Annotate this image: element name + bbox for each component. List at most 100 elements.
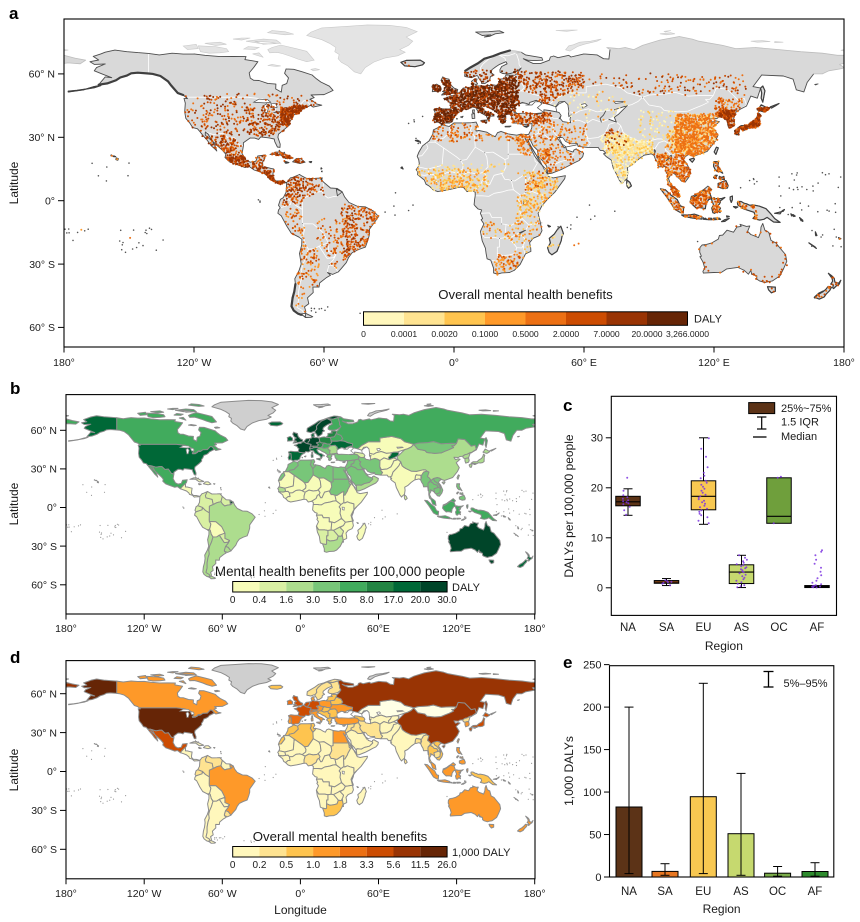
svg-text:AS: AS [733, 886, 749, 898]
svg-text:30.0: 30.0 [437, 595, 457, 606]
svg-text:0°: 0° [295, 623, 305, 635]
svg-text:0.0020: 0.0020 [431, 329, 458, 339]
svg-text:NA: NA [620, 622, 636, 634]
svg-text:SA: SA [657, 886, 673, 898]
svg-text:30° S: 30° S [29, 259, 55, 271]
svg-text:1.5 IQR: 1.5 IQR [781, 417, 819, 429]
svg-text:0.2: 0.2 [253, 860, 267, 871]
svg-text:Longitude: Longitude [274, 903, 327, 917]
svg-text:17.0: 17.0 [384, 595, 404, 606]
svg-text:180°: 180° [524, 623, 546, 635]
svg-text:30° N: 30° N [29, 132, 55, 144]
svg-text:Latitude: Latitude [7, 161, 21, 204]
svg-text:0.1000: 0.1000 [472, 329, 499, 339]
svg-text:DALYs per 100,000 people: DALYs per 100,000 people [562, 434, 576, 578]
svg-text:150: 150 [583, 744, 601, 756]
svg-text:Overall mental health benefits: Overall mental health benefits [253, 829, 428, 844]
svg-text:180°: 180° [55, 888, 77, 900]
svg-text:OC: OC [770, 622, 787, 634]
svg-text:120° E: 120° E [698, 357, 730, 369]
svg-text:120° W: 120° W [127, 623, 162, 635]
svg-text:180°: 180° [524, 888, 546, 900]
svg-text:1.6: 1.6 [279, 595, 293, 606]
svg-text:a: a [9, 4, 19, 23]
svg-text:AS: AS [734, 622, 750, 634]
svg-text:EU: EU [695, 886, 711, 898]
svg-text:250: 250 [583, 659, 601, 671]
svg-text:3,266.0000: 3,266.0000 [666, 329, 709, 339]
svg-text:0°: 0° [449, 357, 459, 369]
svg-text:0°: 0° [295, 888, 305, 900]
svg-text:20.0000: 20.0000 [631, 329, 662, 339]
svg-text:8.0: 8.0 [360, 595, 374, 606]
svg-text:20: 20 [591, 483, 603, 495]
svg-text:Latitude: Latitude [7, 482, 21, 525]
svg-text:120°E: 120°E [442, 623, 471, 635]
svg-text:10: 10 [591, 533, 603, 545]
svg-text:60° W: 60° W [208, 888, 237, 900]
svg-text:30° N: 30° N [31, 464, 57, 476]
svg-text:20.0: 20.0 [411, 595, 431, 606]
svg-text:1,000 DALYs: 1,000 DALYs [562, 736, 576, 806]
svg-text:60° E: 60° E [571, 357, 597, 369]
svg-text:100: 100 [583, 787, 601, 799]
svg-text:DALY: DALY [694, 314, 723, 326]
svg-text:50: 50 [589, 829, 601, 841]
svg-text:EU: EU [696, 622, 712, 634]
svg-text:0: 0 [361, 329, 366, 339]
svg-text:60° N: 60° N [31, 425, 57, 437]
svg-text:30° S: 30° S [31, 805, 57, 817]
svg-text:Mental health benefits per 100: Mental health benefits per 100,000 peopl… [215, 564, 465, 579]
svg-text:3.3: 3.3 [360, 860, 374, 871]
svg-text:30° S: 30° S [31, 541, 57, 553]
svg-text:26.0: 26.0 [437, 860, 457, 871]
svg-text:25%~75%: 25%~75% [781, 403, 832, 415]
svg-text:0.5000: 0.5000 [512, 329, 539, 339]
svg-text:0°: 0° [47, 766, 57, 778]
svg-text:120° W: 120° W [177, 357, 212, 369]
svg-text:0°: 0° [45, 195, 55, 207]
svg-text:OC: OC [769, 886, 786, 898]
svg-text:5.6: 5.6 [387, 860, 401, 871]
svg-text:0: 0 [595, 872, 601, 884]
svg-text:b: b [10, 379, 20, 398]
svg-text:0: 0 [230, 860, 236, 871]
svg-text:2.0000: 2.0000 [553, 329, 580, 339]
svg-text:Overall mental health benefits: Overall mental health benefits [438, 287, 613, 302]
svg-text:1.0: 1.0 [306, 860, 320, 871]
svg-text:5%–95%: 5%–95% [784, 678, 828, 690]
svg-text:0: 0 [597, 583, 603, 595]
svg-text:c: c [563, 396, 572, 415]
svg-text:0°: 0° [47, 502, 57, 514]
svg-text:30: 30 [591, 433, 603, 445]
svg-text:1,000 DALY: 1,000 DALY [452, 847, 511, 859]
svg-text:120°E: 120°E [442, 888, 471, 900]
svg-text:60° S: 60° S [31, 844, 57, 856]
svg-text:5.0: 5.0 [333, 595, 347, 606]
svg-text:d: d [10, 648, 20, 667]
svg-text:e: e [563, 653, 572, 672]
svg-text:0.4: 0.4 [253, 595, 267, 606]
svg-text:60° N: 60° N [29, 69, 55, 81]
svg-text:30° N: 30° N [31, 727, 57, 739]
svg-text:60°E: 60°E [367, 623, 390, 635]
svg-text:60° N: 60° N [31, 688, 57, 700]
svg-text:60°E: 60°E [367, 888, 390, 900]
svg-text:11.5: 11.5 [411, 860, 430, 871]
svg-text:180°: 180° [53, 357, 75, 369]
svg-text:NA: NA [621, 886, 637, 898]
svg-text:0: 0 [230, 595, 236, 606]
svg-text:0.0001: 0.0001 [391, 329, 418, 339]
svg-text:3.0: 3.0 [306, 595, 320, 606]
svg-text:Region: Region [703, 902, 741, 916]
svg-text:AF: AF [810, 622, 825, 634]
svg-text:180°: 180° [833, 357, 855, 369]
svg-text:0.5: 0.5 [279, 860, 293, 871]
svg-text:7.0000: 7.0000 [593, 329, 620, 339]
svg-text:SA: SA [659, 622, 675, 634]
svg-text:1.8: 1.8 [333, 860, 347, 871]
svg-text:AF: AF [808, 886, 823, 898]
svg-text:Median: Median [781, 431, 817, 443]
svg-text:60° W: 60° W [208, 623, 237, 635]
svg-text:Region: Region [705, 639, 743, 653]
